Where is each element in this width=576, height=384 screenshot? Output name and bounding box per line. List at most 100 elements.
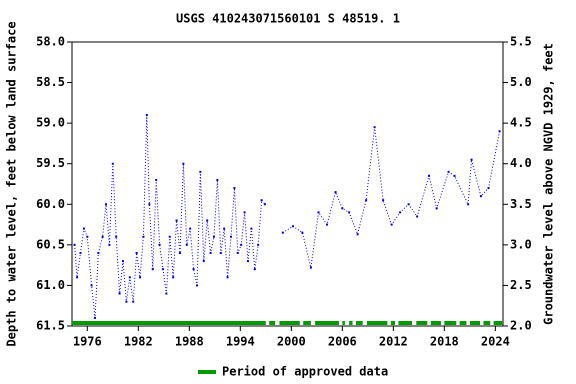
data-point xyxy=(253,268,256,271)
data-point xyxy=(341,207,344,210)
data-point xyxy=(467,203,470,206)
x-tick-label: 2018 xyxy=(430,335,459,349)
data-point xyxy=(292,225,295,228)
data-point xyxy=(189,227,192,230)
data-point xyxy=(158,243,161,246)
data-point xyxy=(260,199,263,202)
data-point xyxy=(257,243,260,246)
data-point xyxy=(142,235,145,238)
data-point xyxy=(82,227,85,230)
data-point xyxy=(326,223,329,226)
approved-period xyxy=(416,321,428,325)
y-tick-label: 60.0 xyxy=(36,197,65,211)
data-point xyxy=(407,203,410,206)
data-point xyxy=(373,126,376,129)
data-point xyxy=(135,251,138,254)
data-point xyxy=(76,276,79,279)
data-point xyxy=(182,162,185,165)
legend-label: Period of approved data xyxy=(222,365,388,379)
legend-swatch xyxy=(198,370,216,374)
x-tick-label: 2006 xyxy=(328,335,357,349)
y-tick-label: 61.5 xyxy=(36,319,65,333)
data-point xyxy=(206,219,209,222)
y2-tick-label: 3.0 xyxy=(510,237,532,251)
data-point xyxy=(128,276,131,279)
data-point xyxy=(108,243,111,246)
data-point xyxy=(185,243,188,246)
approved-period xyxy=(398,321,413,325)
data-point xyxy=(216,178,219,181)
data-point xyxy=(435,207,438,210)
data-point xyxy=(447,170,450,173)
plot-frame xyxy=(71,41,504,327)
approved-period xyxy=(349,321,353,325)
data-point xyxy=(219,251,222,254)
y-tick-label: 59.0 xyxy=(36,116,65,130)
x-tick-label: 1988 xyxy=(175,335,204,349)
data-point xyxy=(334,191,337,194)
data-point xyxy=(97,251,100,254)
data-point xyxy=(453,174,456,177)
approved-period xyxy=(390,321,396,325)
data-point xyxy=(365,199,368,202)
data-point xyxy=(390,223,393,226)
y-axis-label: Depth to water level, feet below land su… xyxy=(5,21,19,346)
data-point xyxy=(263,203,266,206)
y-tick-label: 60.5 xyxy=(36,237,65,251)
chart-title: USGS 410243071560101 S 48519. 1 xyxy=(176,12,400,26)
y2-tick-label: 3.5 xyxy=(510,197,532,211)
data-point xyxy=(416,215,419,218)
data-point xyxy=(223,227,226,230)
y-tick-label: 59.5 xyxy=(36,156,65,170)
data-point xyxy=(498,130,501,133)
data-point xyxy=(86,235,89,238)
data-point xyxy=(212,235,215,238)
data-point xyxy=(101,235,104,238)
approved-period xyxy=(279,321,300,325)
approved-period xyxy=(355,321,363,325)
x-tick-label: 2012 xyxy=(379,335,408,349)
data-point xyxy=(243,211,246,214)
data-point xyxy=(428,174,431,177)
data-point xyxy=(301,231,304,234)
data-point xyxy=(382,199,385,202)
data-point xyxy=(122,260,125,263)
y-tick-label: 58.0 xyxy=(36,35,65,49)
data-point xyxy=(317,211,320,214)
data-point xyxy=(172,276,175,279)
data-point xyxy=(470,158,473,161)
data-point xyxy=(90,284,93,287)
x-tick-label: 1976 xyxy=(73,335,102,349)
data-point xyxy=(93,316,96,319)
approved-period xyxy=(483,321,491,325)
data-point xyxy=(148,203,151,206)
y2-tick-label: 5.5 xyxy=(510,35,532,49)
data-point xyxy=(105,203,108,206)
data-point xyxy=(161,268,164,271)
approved-period xyxy=(72,321,266,325)
approved-period xyxy=(430,321,441,325)
data-point xyxy=(192,268,195,271)
data-point xyxy=(250,227,253,230)
data-point xyxy=(209,251,212,254)
data-point xyxy=(233,187,236,190)
approved-period xyxy=(303,321,311,325)
data-point xyxy=(118,292,121,295)
y2-tick-label: 4.5 xyxy=(510,116,532,130)
data-point xyxy=(168,235,171,238)
data-point xyxy=(115,235,118,238)
data-point xyxy=(73,243,76,246)
approved-period xyxy=(342,321,345,325)
approved-period xyxy=(315,321,339,325)
x-tick-label: 1982 xyxy=(124,335,153,349)
data-point xyxy=(125,300,128,303)
data-point xyxy=(175,219,178,222)
data-point xyxy=(309,266,312,269)
data-point xyxy=(145,114,148,117)
y2-axis-label: Groundwater level above NGVD 1929, feet xyxy=(542,43,556,325)
data-point xyxy=(132,300,135,303)
approved-period xyxy=(444,321,457,325)
data-point xyxy=(479,195,482,198)
data-point xyxy=(236,251,239,254)
